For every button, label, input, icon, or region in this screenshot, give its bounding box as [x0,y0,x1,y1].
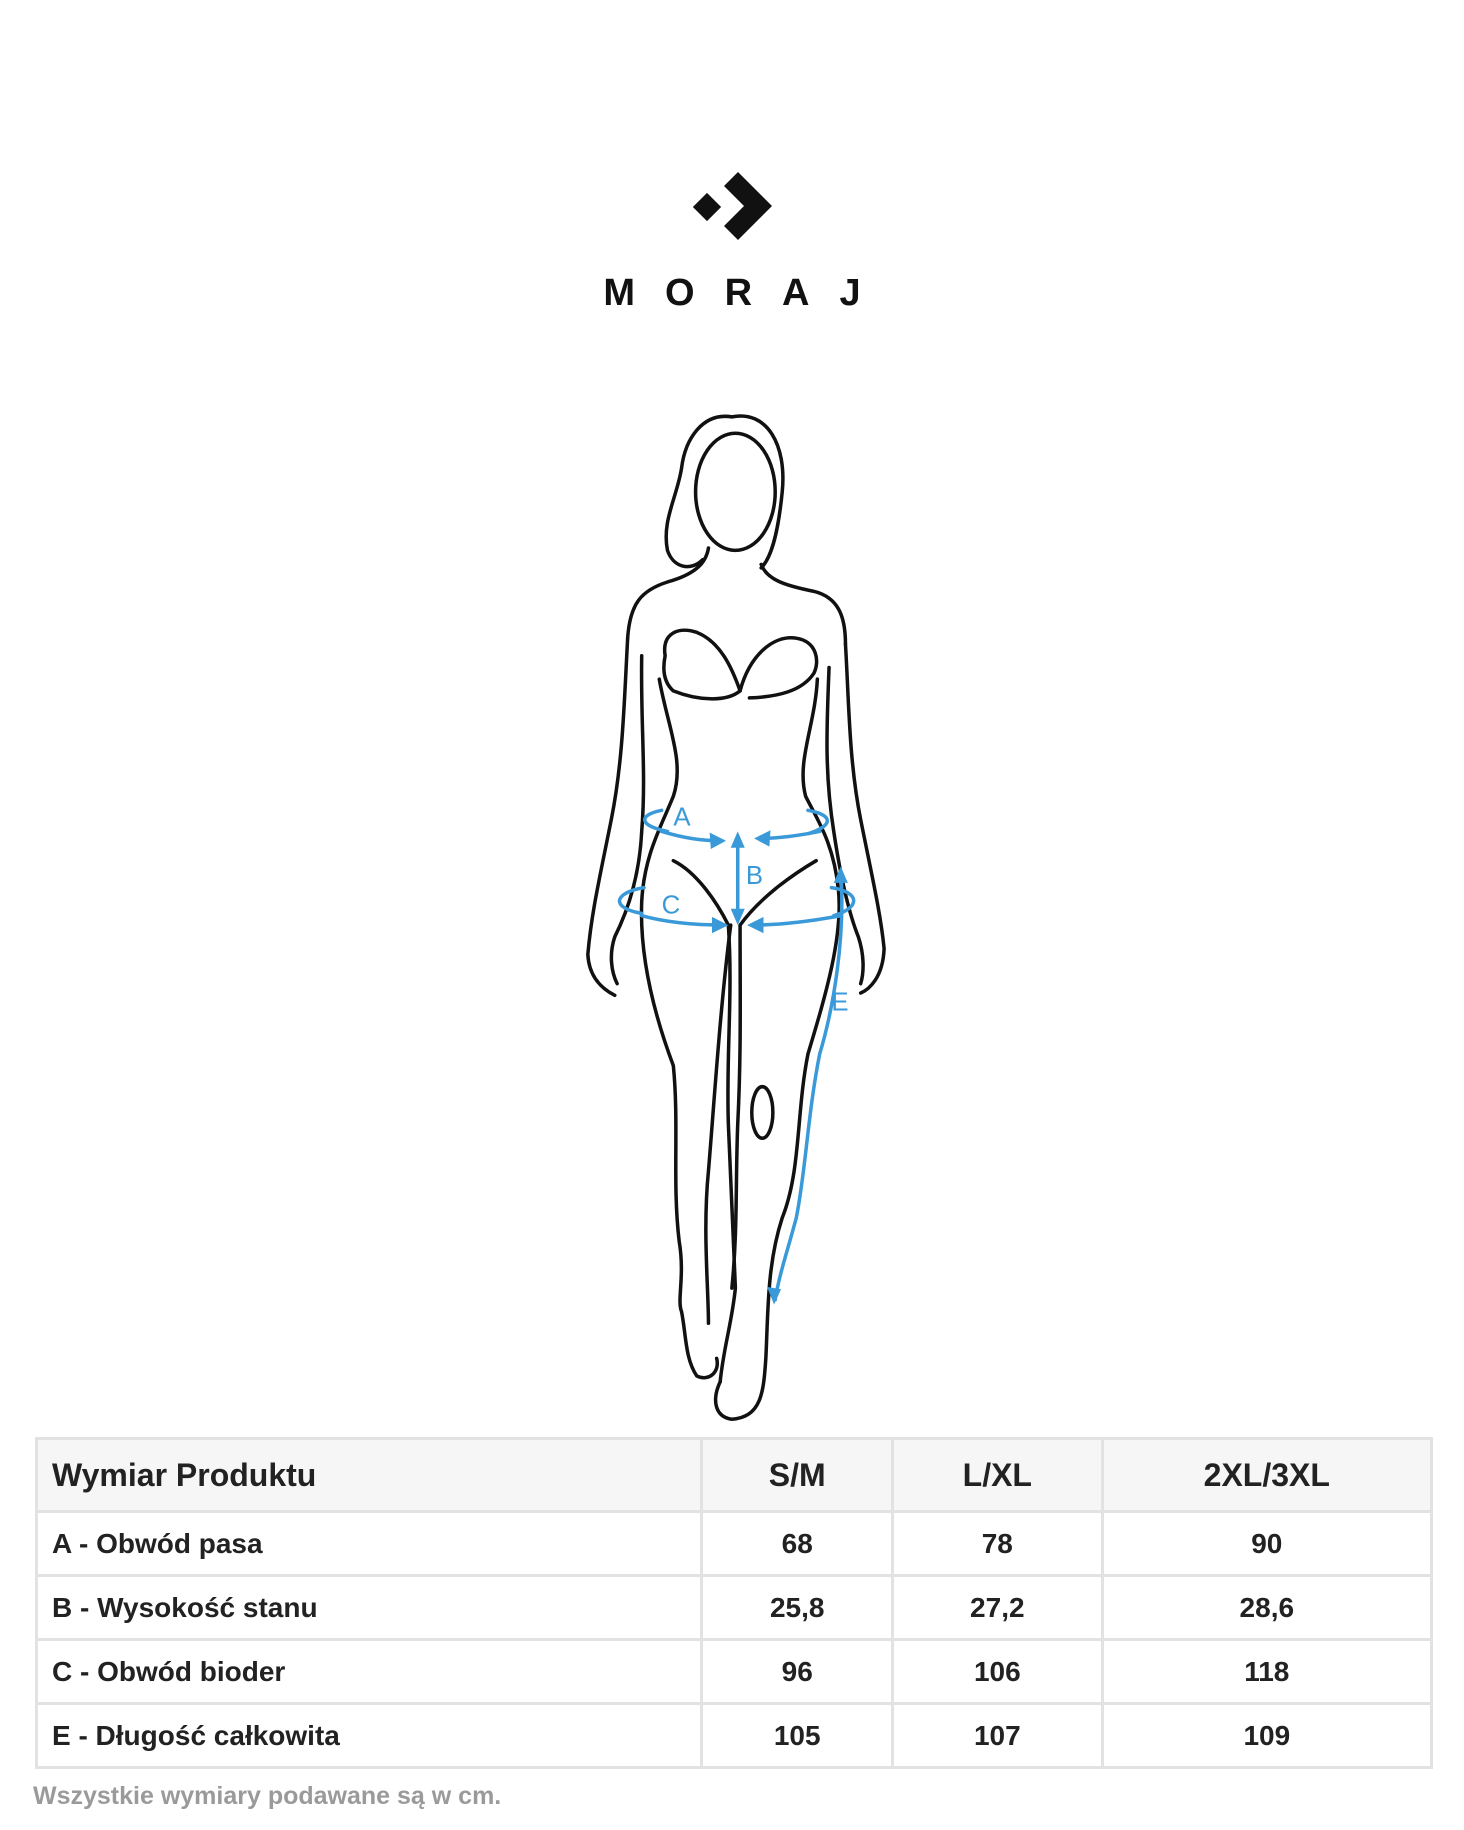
header-size: L/XL [891,1437,1104,1513]
label-b: B [746,862,763,890]
cell-value: 118 [1100,1638,1434,1705]
moraj-logo-icon [692,172,772,240]
cell-value: 25,8 [700,1574,895,1641]
size-table: Wymiar Produktu S/M L/XL 2XL/3XL A - Obw… [34,1437,1434,1769]
table-row: C - Obwód bioder 96 106 118 [34,1638,1434,1705]
dimension-name: A - Obwód pasa [34,1510,704,1577]
header-size: 2XL/3XL [1100,1437,1434,1513]
table-row: E - Długość całkowita 105 107 109 [34,1702,1434,1769]
table-row: A - Obwód pasa 68 78 90 [34,1510,1434,1577]
dimension-name: B - Wysokość stanu [34,1574,704,1641]
label-a: A [673,804,691,832]
header-size: S/M [700,1437,895,1513]
body-measurement-figure: A B C E [586,414,886,1422]
cell-value: 27,2 [891,1574,1104,1641]
cell-value: 90 [1100,1510,1434,1577]
label-c: C [662,891,681,919]
table-row: B - Wysokość stanu 25,8 27,2 28,6 [34,1574,1434,1641]
label-e: E [831,989,848,1017]
cell-value: 109 [1100,1702,1434,1769]
cell-value: 68 [700,1510,895,1577]
header-dimension: Wymiar Produktu [34,1437,704,1513]
cell-value: 107 [891,1702,1104,1769]
cell-value: 96 [700,1638,895,1705]
dimension-name: E - Długość całkowita [34,1702,704,1769]
cell-value: 106 [891,1638,1104,1705]
cell-value: 105 [700,1702,895,1769]
cell-value: 78 [891,1510,1104,1577]
cell-value: 28,6 [1100,1574,1434,1641]
units-note: Wszystkie wymiary podawane są w cm. [33,1782,502,1810]
brand-name: MORAJ [603,272,891,314]
table-header-row: Wymiar Produktu S/M L/XL 2XL/3XL [34,1437,1434,1513]
dimension-name: C - Obwód bioder [34,1638,704,1705]
